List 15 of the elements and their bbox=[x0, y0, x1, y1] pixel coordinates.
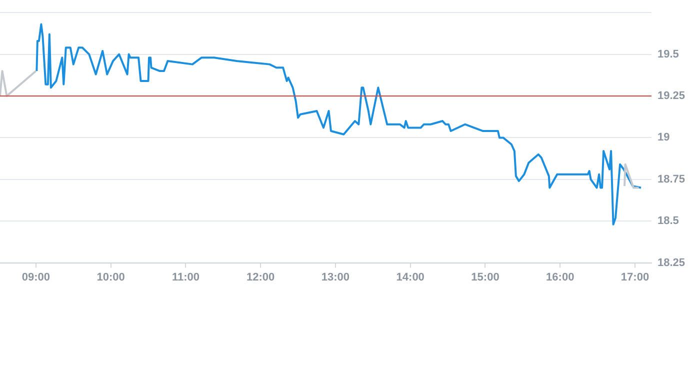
x-tick-label: 10:00 bbox=[96, 271, 125, 284]
y-tick-label: 19 bbox=[657, 132, 670, 144]
y-tick-label: 19.5 bbox=[657, 48, 679, 60]
x-tick-label: 09:00 bbox=[22, 271, 50, 284]
x-tick-label: 13:00 bbox=[321, 271, 350, 284]
y-tick-label: 18.75 bbox=[657, 173, 686, 186]
x-tick-label: 14:00 bbox=[396, 271, 424, 284]
x-tick-label: 17:00 bbox=[620, 271, 650, 284]
y-tick-label: 18.25 bbox=[657, 256, 686, 269]
x-tick-label: 15:00 bbox=[471, 271, 500, 284]
x-tick-label: 16:00 bbox=[546, 271, 574, 284]
y-tick-label: 19.25 bbox=[657, 90, 686, 102]
x-tick-label: 12:00 bbox=[246, 271, 275, 284]
x-tick-label: 11:00 bbox=[172, 271, 200, 284]
y-tick-label: 18.5 bbox=[657, 215, 679, 228]
